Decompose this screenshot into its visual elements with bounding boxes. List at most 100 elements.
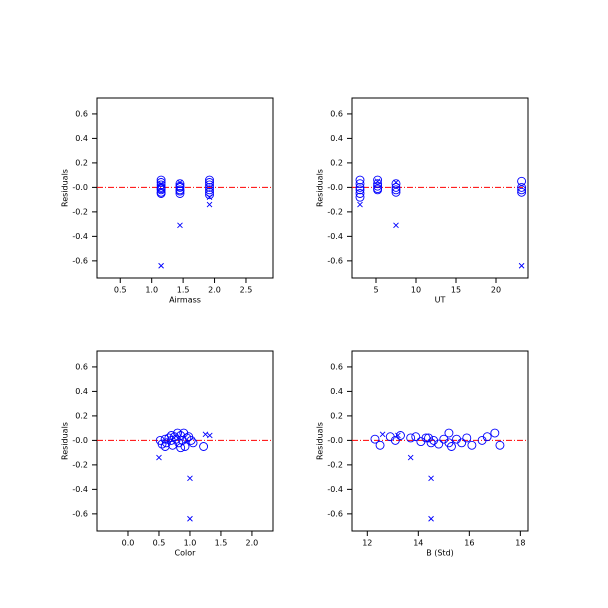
circle-point xyxy=(355,175,365,185)
circle-point xyxy=(517,187,527,197)
x-point xyxy=(206,201,213,208)
scatter-panel: 5 10 15 20 0.6 0.4 0.2 -0.0 -0.2 -0.4 -0.6 UT Residu… xyxy=(316,97,529,305)
y-tick-label: -0.2 xyxy=(327,460,343,469)
y-tick-label: -0.4 xyxy=(327,485,343,494)
circle-point xyxy=(355,189,365,198)
circle-point xyxy=(462,433,472,443)
y-tick-label: 0.4 xyxy=(75,387,88,396)
y-tick-label: 0.4 xyxy=(75,134,88,143)
x-tick-label: 1.0 xyxy=(145,286,158,295)
x-point xyxy=(202,431,209,438)
y-tick-label: 0.4 xyxy=(330,134,343,143)
circle-point xyxy=(175,186,185,196)
circle-point xyxy=(391,179,401,189)
plot-frame xyxy=(351,97,529,279)
x-point xyxy=(428,515,434,522)
x-point xyxy=(374,178,381,185)
circle-point xyxy=(166,431,176,440)
circle-point xyxy=(355,192,365,202)
circle-point xyxy=(467,440,477,450)
x-tick-label: 10 xyxy=(411,286,421,295)
circle-point xyxy=(375,440,385,450)
x-tick-label: 0.0 xyxy=(122,539,135,548)
circle-point xyxy=(444,428,454,438)
circle-point xyxy=(205,185,214,195)
x-tick-label: 20 xyxy=(491,286,501,295)
y-tick-label: -0.4 xyxy=(327,232,343,241)
plot-frame xyxy=(96,97,274,279)
circle-point xyxy=(175,189,185,198)
y-tick-label: -0.0 xyxy=(72,183,88,192)
circle-point xyxy=(160,442,170,451)
circle-point xyxy=(391,185,401,195)
circle-point xyxy=(444,438,454,448)
circle-point xyxy=(186,435,196,445)
circle-point xyxy=(355,185,365,195)
x-point xyxy=(158,180,164,187)
circle-point xyxy=(434,439,444,449)
x-tick-label: 1.5 xyxy=(177,286,190,295)
circle-point xyxy=(205,178,214,187)
x-point xyxy=(428,475,434,482)
circle-point xyxy=(199,442,209,451)
y-tick-label: -0.0 xyxy=(327,183,343,192)
x-tick-label: 15 xyxy=(451,286,461,295)
x-tick-label: 1.0 xyxy=(184,539,197,548)
x-point xyxy=(518,262,525,269)
x-tick-label: 0.5 xyxy=(153,539,166,548)
x-point xyxy=(177,179,183,186)
circle-point xyxy=(424,433,433,443)
y-tick-label: -0.2 xyxy=(72,460,88,469)
circle-point xyxy=(396,431,405,440)
x-tick-label: 1.5 xyxy=(215,539,228,548)
y-tick-label: 0.6 xyxy=(75,109,88,118)
x-point xyxy=(393,179,399,186)
x-tick-label: 2.5 xyxy=(240,286,253,295)
x-tick-label: 16 xyxy=(464,539,474,548)
y-tick-label: 0.2 xyxy=(75,411,88,420)
circle-point xyxy=(188,438,198,448)
circle-point xyxy=(205,182,214,192)
scatter-panel: 0.5 1.0 1.5 2.0 2.5 0.6 0.4 0.2 -0.0 -0.2 -0.4 -0.6… xyxy=(61,97,274,305)
circle-point xyxy=(373,185,383,195)
y-tick-label: 0.2 xyxy=(330,411,343,420)
y-tick-label: 0.2 xyxy=(75,158,88,167)
circle-point xyxy=(373,175,383,185)
y-axis-label: Residuals xyxy=(61,169,70,207)
circle-point xyxy=(157,439,167,449)
circle-point xyxy=(355,179,365,189)
y-tick-label: 0.6 xyxy=(75,362,88,371)
plot-frame xyxy=(351,350,529,532)
y-tick-label: 0.6 xyxy=(330,109,343,118)
x-point xyxy=(187,515,193,522)
x-point xyxy=(177,222,183,229)
circle-point xyxy=(175,182,185,192)
x-axis-label: UT xyxy=(435,296,446,305)
x-tick-label: 18 xyxy=(515,539,525,548)
y-tick-label: -0.6 xyxy=(72,509,88,518)
circle-point xyxy=(205,175,214,185)
y-axis-label: Residuals xyxy=(61,422,70,460)
circle-point xyxy=(161,438,171,448)
y-tick-label: -0.6 xyxy=(327,509,343,518)
x-axis-label: Color xyxy=(175,549,197,558)
x-point xyxy=(407,454,414,461)
circle-point xyxy=(495,440,505,450)
y-tick-label: -0.6 xyxy=(72,256,88,265)
circle-point xyxy=(156,178,166,187)
circle-point xyxy=(390,435,400,445)
circle-point xyxy=(406,433,416,443)
circle-point xyxy=(391,187,401,197)
circle-point xyxy=(411,432,421,442)
x-tick-label: 14 xyxy=(413,539,423,548)
x-point xyxy=(357,201,363,208)
y-axis-label: Residuals xyxy=(316,422,325,460)
y-tick-label: -0.6 xyxy=(327,256,343,265)
circle-point xyxy=(490,428,500,438)
circle-point xyxy=(517,176,527,186)
y-tick-label: -0.2 xyxy=(327,207,343,216)
circle-point xyxy=(370,434,380,444)
circle-point xyxy=(156,185,166,195)
circle-point xyxy=(482,432,492,442)
